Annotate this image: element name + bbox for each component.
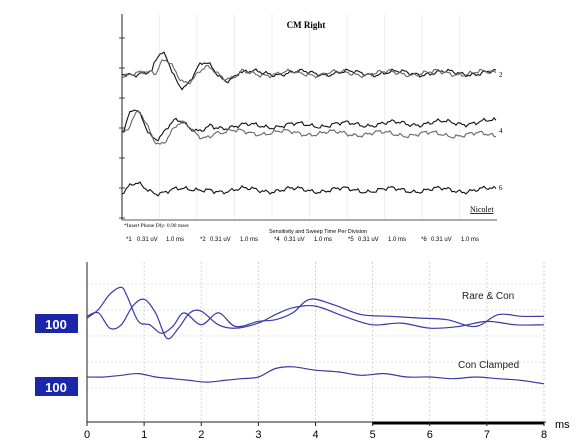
setting-sens1: 0.31 uV	[137, 237, 158, 243]
x-tick-label: 7	[484, 429, 490, 441]
x-tick-label: 0	[84, 429, 90, 441]
bottom-series-0	[86, 286, 545, 334]
bottom-x-ticks: 0 1 2 3 4 5 6 7 8	[84, 422, 547, 441]
setting-ch5: *5	[348, 237, 354, 243]
settings-row: *1 0.31 uV 1.0 ms *2 0.31 uV 1.0 ms *4 0…	[126, 237, 479, 243]
top-grid	[119, 14, 460, 220]
setting-sens5: 0.31 uV	[358, 237, 379, 243]
setting-sweep1: 1.0 ms	[166, 237, 184, 243]
setting-sens4: 0.31 uV	[284, 237, 305, 243]
setting-sweep5: 1.0 ms	[388, 237, 406, 243]
top-trace-label-2: 4	[499, 127, 503, 135]
badge-2-text: 100	[45, 380, 67, 395]
bottom-series-1	[86, 298, 545, 340]
top-trace-4b	[121, 109, 497, 145]
badge-1-box	[35, 314, 78, 333]
phase-note: *Insert Phone Dly: 0.90 msec	[124, 223, 190, 229]
series-label-rare-con: Rare & Con	[462, 291, 514, 302]
badge-1-text: 100	[45, 317, 67, 332]
setting-sens6: 0.31 uV	[431, 237, 452, 243]
x-tick-label: 3	[255, 429, 261, 441]
setting-sens2: 0.31 uV	[210, 237, 231, 243]
x-tick-label: 1	[141, 429, 147, 441]
channel-badge-2: 100	[35, 377, 78, 396]
x-tick-label: 6	[427, 429, 433, 441]
top-plot-area	[121, 14, 497, 234]
x-unit-label: ms	[555, 419, 570, 431]
top-trace-2b	[121, 59, 497, 85]
top-chart: CM Right 2 4 6 Nicolet *Insert Phone Dly…	[119, 14, 503, 243]
x-tick-label: 4	[312, 429, 318, 441]
bottom-grid	[87, 262, 545, 420]
top-trace-label-3: 6	[499, 184, 503, 192]
setting-ch1: *1	[126, 237, 132, 243]
setting-ch4: *4	[274, 237, 280, 243]
top-trace-label-1: 2	[499, 71, 503, 79]
bottom-series-2	[86, 366, 545, 385]
setting-ch6: *6	[421, 237, 427, 243]
top-traces	[121, 51, 497, 197]
top-trace-6	[121, 181, 497, 197]
badge-2-box	[35, 377, 78, 396]
series-label-con-clamped: Con Clamped	[458, 360, 519, 371]
setting-ch2: *2	[200, 237, 206, 243]
x-tick-label: 5	[370, 429, 376, 441]
setting-sweep4: 1.0 ms	[314, 237, 332, 243]
top-title: CM Right	[287, 20, 326, 30]
setting-sweep6: 1.0 ms	[461, 237, 479, 243]
x-tick-label: 8	[541, 429, 547, 441]
x-tick-label: 2	[198, 429, 204, 441]
setting-sweep2: 1.0 ms	[240, 237, 258, 243]
top-trace-2a	[121, 51, 497, 91]
channel-badge-1: 100	[35, 314, 78, 333]
bottom-traces	[86, 286, 545, 385]
nicolet-brand: Nicolet	[470, 205, 494, 214]
scale-caption: Sensitivity and Sweep Time Per Division	[269, 229, 367, 235]
